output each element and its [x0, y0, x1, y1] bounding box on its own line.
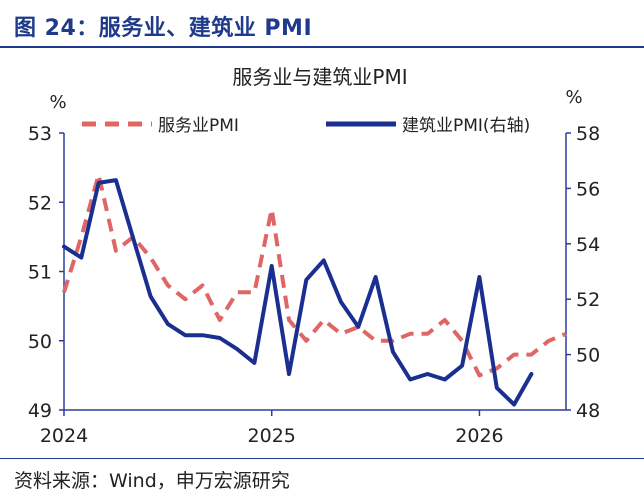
- legend: 服务业PMI 建筑业PMI(右轴): [82, 116, 530, 136]
- figure-title: 图 24：服务业、建筑业 PMI: [14, 16, 313, 41]
- right-axis-unit: %: [565, 87, 582, 108]
- series-line-construction-pmi: [62, 178, 534, 407]
- left-tick-label: 49: [28, 400, 52, 422]
- right-tick-label: 54: [576, 234, 600, 256]
- series-group: [62, 172, 567, 407]
- legend-label-services: 服务业PMI: [158, 116, 239, 136]
- left-tick-label: 52: [28, 192, 52, 214]
- series-line-services-pmi: [62, 172, 567, 378]
- x-tick-label: 2024: [40, 425, 88, 447]
- right-tick-label: 48: [576, 400, 600, 422]
- right-tick-label: 52: [576, 289, 600, 311]
- left-tick-label: 51: [28, 262, 52, 284]
- right-tick-label: 58: [576, 123, 600, 145]
- left-axis-unit: %: [49, 92, 66, 113]
- x-tick-label: 2026: [455, 425, 503, 447]
- source-rule: [0, 458, 644, 459]
- left-tick-label: 53: [28, 123, 52, 145]
- title-rule: [0, 46, 644, 48]
- right-tick-label: 50: [576, 345, 600, 367]
- left-tick-label: 50: [28, 331, 52, 353]
- right-tick-label: 56: [576, 178, 600, 200]
- x-tick-label: 2025: [248, 425, 296, 447]
- source-note: 资料来源：Wind，申万宏源研究: [14, 470, 290, 492]
- legend-label-construction: 建筑业PMI(右轴): [402, 116, 530, 136]
- chart-title: 服务业与建筑业PMI: [232, 65, 407, 89]
- axes: 49 50 51 52 53 48 50 52 54 56 58 2024 2025 2026: [28, 123, 600, 447]
- pmi-chart: 服务业与建筑业PMI % % 服务业PMI 建筑业PMI(右轴) 49 50 51 5…: [28, 65, 600, 447]
